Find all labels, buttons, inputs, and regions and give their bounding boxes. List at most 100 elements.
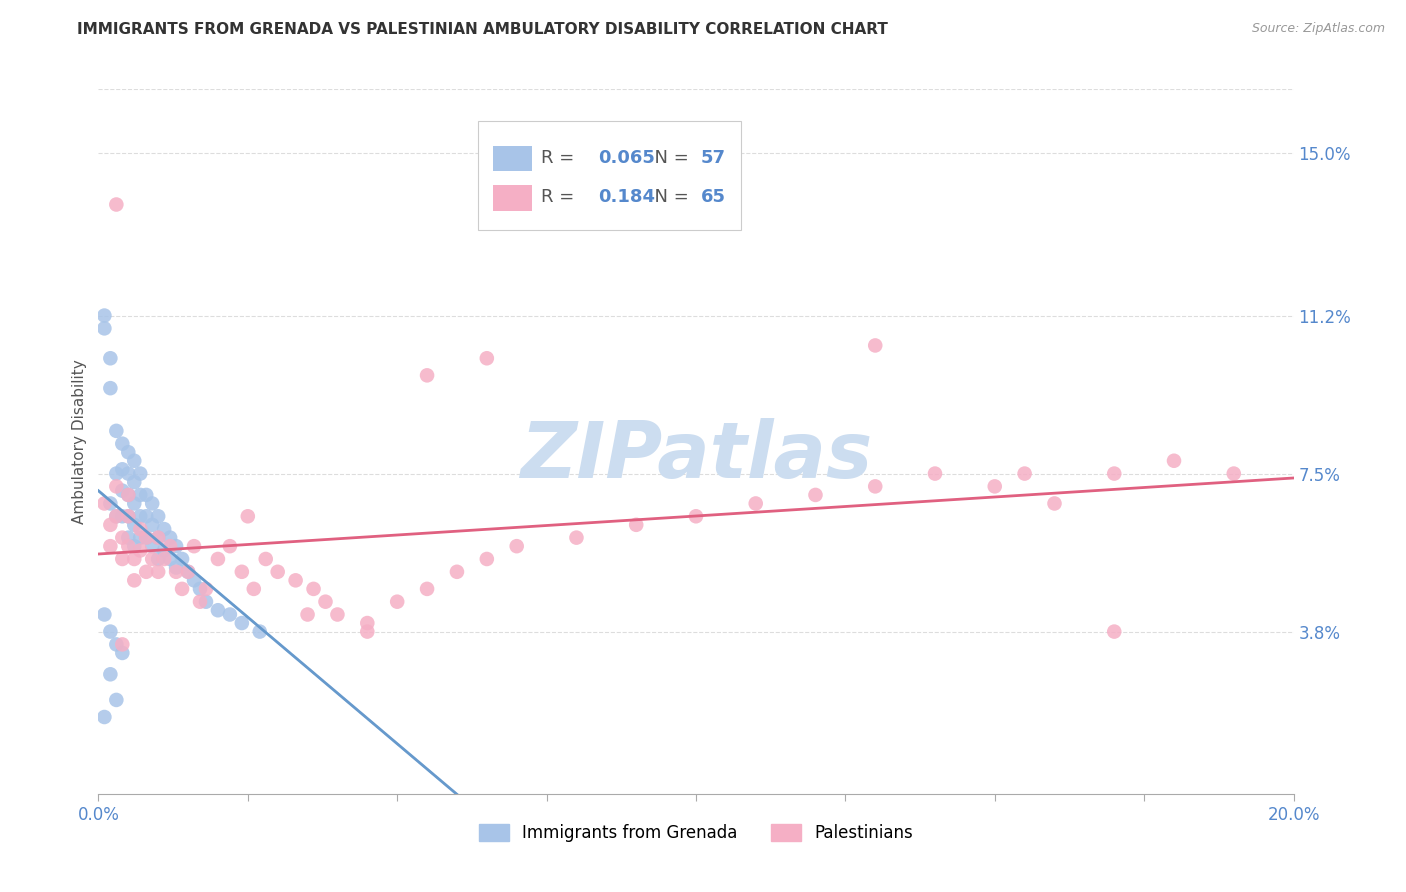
Point bbox=[165, 560, 187, 574]
Point bbox=[267, 565, 290, 579]
Y-axis label: Ambulatory Disability: Ambulatory Disability bbox=[72, 359, 87, 524]
Point bbox=[111, 509, 134, 524]
Point bbox=[98, 351, 122, 366]
Point bbox=[98, 517, 122, 532]
Point bbox=[165, 539, 187, 553]
FancyBboxPatch shape bbox=[494, 145, 533, 171]
Text: R =: R = bbox=[541, 188, 579, 206]
Point bbox=[105, 479, 128, 493]
Point bbox=[117, 509, 139, 524]
Point bbox=[111, 552, 134, 566]
Point bbox=[924, 467, 946, 481]
Point bbox=[98, 624, 122, 639]
Point bbox=[475, 351, 498, 366]
Text: 57: 57 bbox=[700, 149, 725, 167]
Point bbox=[1043, 496, 1066, 510]
Text: 65: 65 bbox=[700, 188, 725, 206]
Text: ZIPatlas: ZIPatlas bbox=[520, 417, 872, 493]
Point bbox=[385, 595, 409, 609]
Point bbox=[93, 710, 115, 724]
Point bbox=[111, 531, 134, 545]
Point bbox=[105, 693, 128, 707]
Point bbox=[135, 565, 157, 579]
Point bbox=[356, 615, 378, 630]
Point bbox=[195, 582, 218, 596]
Point bbox=[117, 531, 139, 545]
Point bbox=[98, 667, 122, 681]
Point bbox=[315, 595, 337, 609]
Point bbox=[207, 603, 229, 617]
Point bbox=[135, 531, 157, 545]
Point bbox=[153, 543, 176, 558]
Point bbox=[984, 479, 1007, 493]
Point bbox=[117, 539, 139, 553]
Point bbox=[129, 509, 152, 524]
Point bbox=[685, 509, 707, 524]
Point bbox=[117, 509, 139, 524]
Point bbox=[148, 531, 170, 545]
Point bbox=[105, 509, 128, 524]
Point bbox=[219, 607, 242, 622]
Text: IMMIGRANTS FROM GRENADA VS PALESTINIAN AMBULATORY DISABILITY CORRELATION CHART: IMMIGRANTS FROM GRENADA VS PALESTINIAN A… bbox=[77, 22, 889, 37]
Point bbox=[129, 467, 152, 481]
Point bbox=[111, 462, 134, 476]
Point bbox=[231, 615, 253, 630]
Point bbox=[148, 565, 170, 579]
Point bbox=[249, 624, 271, 639]
Point bbox=[124, 539, 146, 553]
Legend: Immigrants from Grenada, Palestinians: Immigrants from Grenada, Palestinians bbox=[472, 817, 920, 849]
Point bbox=[98, 539, 122, 553]
Point bbox=[254, 552, 277, 566]
Point bbox=[135, 531, 157, 545]
Text: R =: R = bbox=[541, 149, 579, 167]
Point bbox=[565, 531, 588, 545]
Text: N =: N = bbox=[644, 149, 695, 167]
FancyBboxPatch shape bbox=[494, 186, 533, 211]
Point bbox=[153, 522, 176, 536]
Point bbox=[236, 509, 259, 524]
Point bbox=[93, 496, 115, 510]
Point bbox=[141, 517, 163, 532]
Point bbox=[1223, 467, 1246, 481]
Point bbox=[159, 531, 181, 545]
Point bbox=[117, 488, 139, 502]
Text: N =: N = bbox=[644, 188, 695, 206]
Point bbox=[297, 607, 319, 622]
Point bbox=[124, 496, 146, 510]
Point bbox=[148, 509, 170, 524]
Point bbox=[865, 479, 887, 493]
Point bbox=[188, 595, 211, 609]
Point bbox=[111, 436, 134, 450]
Point bbox=[117, 467, 139, 481]
Point bbox=[416, 582, 439, 596]
Point bbox=[98, 381, 122, 395]
Point bbox=[111, 483, 134, 498]
Point bbox=[111, 646, 134, 660]
Point bbox=[356, 624, 378, 639]
Point bbox=[129, 531, 152, 545]
Point bbox=[1014, 467, 1036, 481]
Point bbox=[148, 531, 170, 545]
Point bbox=[153, 552, 176, 566]
Point bbox=[1104, 467, 1126, 481]
Text: 0.065: 0.065 bbox=[598, 149, 655, 167]
Point bbox=[135, 509, 157, 524]
Point bbox=[188, 582, 211, 596]
Point bbox=[1104, 624, 1126, 639]
Point bbox=[326, 607, 349, 622]
Point bbox=[117, 445, 139, 459]
Point bbox=[105, 637, 128, 651]
Point bbox=[207, 552, 229, 566]
Point bbox=[231, 565, 253, 579]
Point bbox=[117, 488, 139, 502]
Point bbox=[416, 368, 439, 383]
Point bbox=[177, 565, 200, 579]
Point bbox=[506, 539, 529, 553]
Point bbox=[105, 424, 128, 438]
Point bbox=[141, 496, 163, 510]
Point bbox=[165, 565, 187, 579]
Text: Source: ZipAtlas.com: Source: ZipAtlas.com bbox=[1251, 22, 1385, 36]
Point bbox=[1163, 454, 1185, 468]
Text: 0.184: 0.184 bbox=[598, 188, 655, 206]
Point bbox=[105, 467, 128, 481]
